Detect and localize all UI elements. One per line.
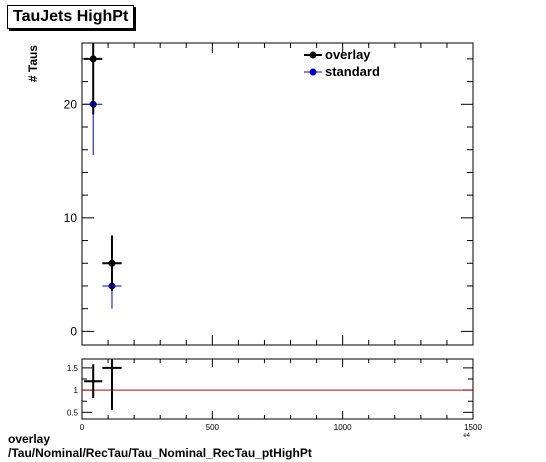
overlay-point bbox=[108, 259, 116, 267]
ratio-y-tick-label: 1 bbox=[74, 386, 79, 395]
chart-title: TauJets HighPt bbox=[7, 5, 135, 29]
y-axis-label: # Taus bbox=[26, 45, 40, 82]
footer-line-2: /Tau/Nominal/RecTau/Tau_Nominal_RecTau_p… bbox=[8, 446, 312, 460]
y-tick-label: 10 bbox=[64, 211, 78, 225]
ratio-axis-ticks: 0.5 1 1.5 0 500 1000 1500 bbox=[67, 359, 482, 432]
legend-overlay-marker bbox=[309, 51, 317, 59]
y-tick-label: 0 bbox=[70, 324, 77, 338]
footer-line-1: overlay bbox=[8, 432, 51, 446]
ratio-data-marks bbox=[82, 359, 473, 411]
main-plot-frame bbox=[81, 42, 474, 346]
main-axis-ticks: 0 10 20 bbox=[64, 43, 474, 345]
ratio-plot-frame bbox=[81, 358, 474, 420]
footer: overlay /Tau/Nominal/RecTau/Tau_Nominal_… bbox=[8, 432, 312, 460]
x-axis-unit-label: e4 bbox=[463, 433, 470, 439]
legend-overlay-label: overlay bbox=[325, 47, 371, 62]
legend-standard-label: standard bbox=[325, 64, 380, 79]
ratio-x-tick-label: 1500 bbox=[464, 423, 482, 432]
legend: overlay standard bbox=[304, 47, 380, 79]
ratio-y-tick-label: 0.5 bbox=[67, 408, 79, 417]
ratio-x-tick-label: 0 bbox=[80, 423, 85, 432]
y-tick-label: 20 bbox=[64, 97, 78, 111]
main-data-marks bbox=[84, 43, 122, 309]
ratio-x-tick-label: 500 bbox=[206, 423, 220, 432]
legend-standard-marker bbox=[309, 68, 317, 76]
ratio-y-tick-label: 1.5 bbox=[67, 364, 79, 373]
ratio-x-tick-label: 1000 bbox=[334, 423, 352, 432]
overlay-point bbox=[89, 55, 97, 63]
